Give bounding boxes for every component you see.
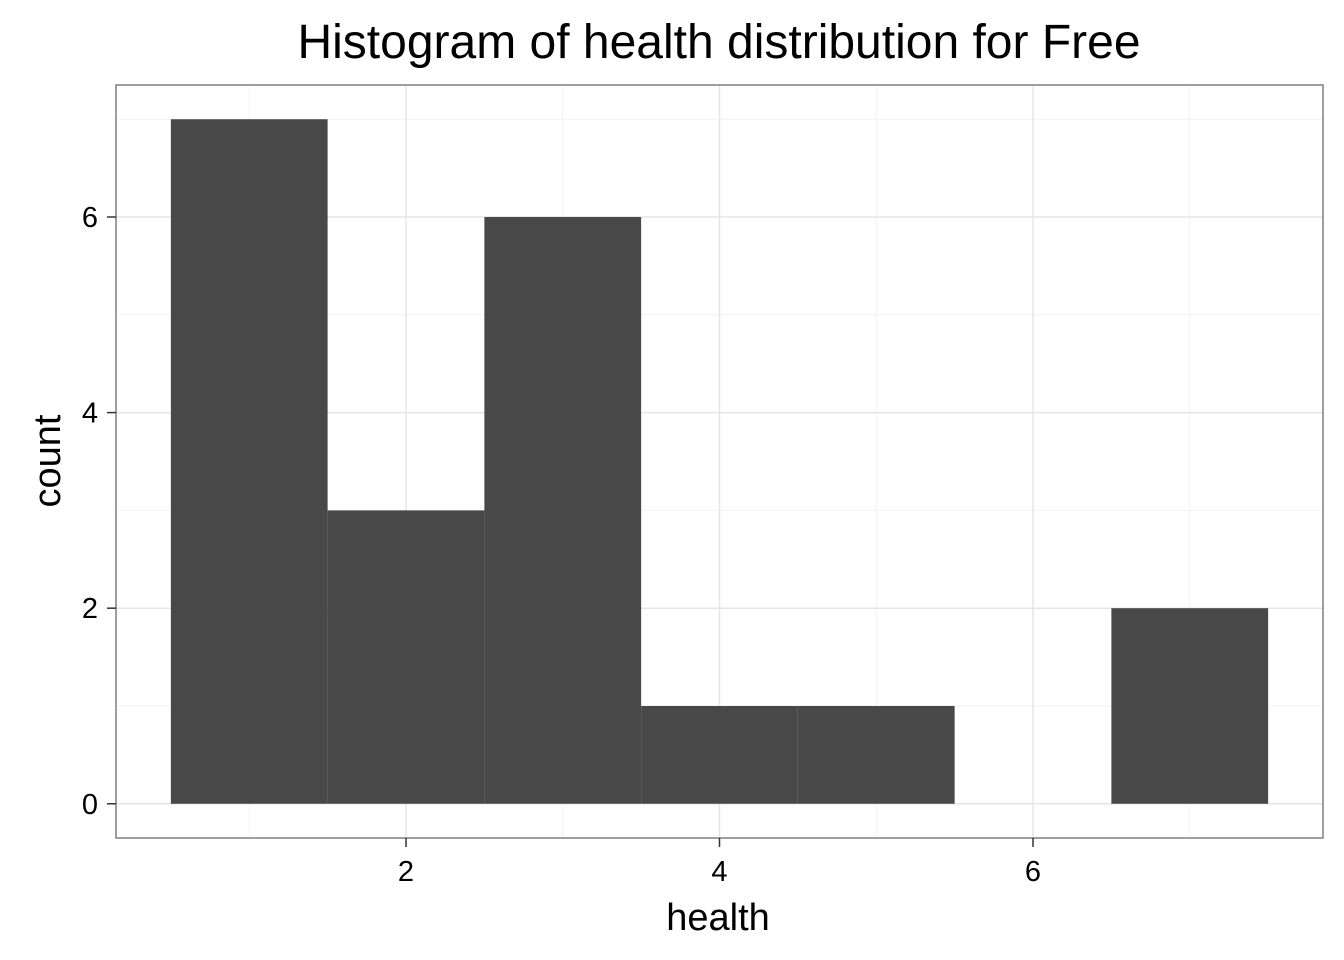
- histogram-bar: [1111, 608, 1269, 804]
- x-tick-label: 4: [711, 856, 727, 888]
- y-tick-label: 2: [82, 593, 98, 625]
- x-axis-title: health: [666, 897, 770, 939]
- histogram-bar: [170, 119, 328, 804]
- x-tick-label: 2: [398, 856, 414, 888]
- x-axis: 2 4 6: [398, 838, 1041, 888]
- histogram-bar: [797, 705, 955, 804]
- y-axis: 0 2 4 6: [82, 202, 116, 821]
- y-tick-label: 0: [82, 789, 98, 821]
- histogram-bar: [327, 510, 485, 804]
- histogram-bar: [641, 705, 798, 804]
- chart-title: Histogram of health distribution for Fre…: [297, 16, 1140, 69]
- y-axis-title: count: [27, 414, 69, 507]
- histogram-bars: [170, 119, 1269, 804]
- y-tick-label: 4: [82, 398, 98, 430]
- y-tick-label: 6: [82, 202, 98, 234]
- x-tick-label: 6: [1025, 856, 1041, 888]
- histogram-bar: [484, 217, 642, 804]
